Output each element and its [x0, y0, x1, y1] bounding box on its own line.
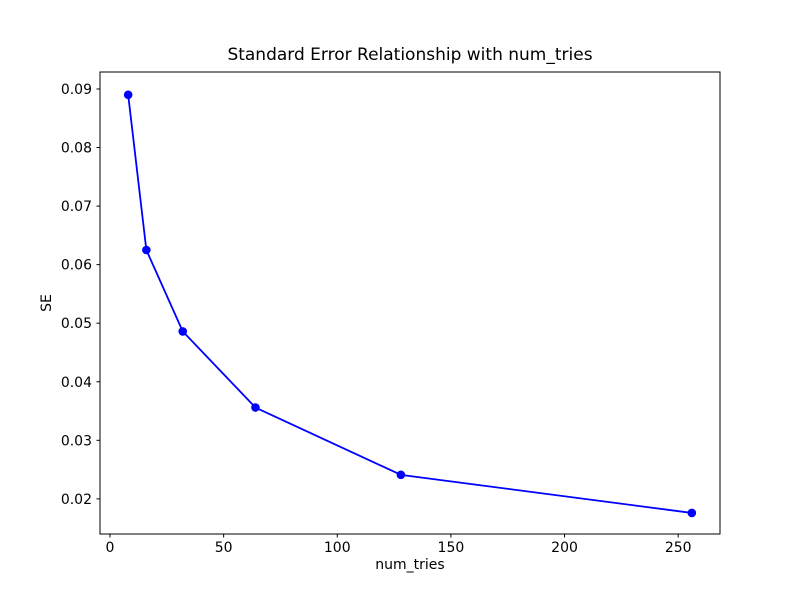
chart-title: Standard Error Relationship with num_tri… [227, 45, 593, 65]
data-point [687, 508, 697, 518]
y-tick-label: 0.08 [61, 141, 92, 157]
x-axis-label: num_tries [375, 557, 445, 573]
x-tick-label: 0 [106, 540, 115, 556]
plot-border [99, 71, 721, 535]
y-tick-label: 0.06 [61, 258, 92, 274]
y-tick-label: 0.03 [61, 433, 92, 449]
x-tick-label: 50 [215, 540, 233, 556]
data-point [123, 90, 133, 100]
x-tick-label: 200 [551, 540, 578, 556]
x-tick-label: 250 [665, 540, 692, 556]
y-tick-label: 0.02 [61, 492, 92, 508]
se-line [127, 93, 693, 514]
x-tick-label: 100 [324, 540, 351, 556]
y-tick-label: 0.07 [61, 199, 92, 215]
data-point [396, 470, 406, 480]
x-tick-label: 150 [438, 540, 465, 556]
data-point [251, 403, 260, 412]
data-point [178, 327, 188, 336]
data-point [142, 245, 151, 255]
y-axis-label: SE [39, 294, 55, 312]
y-tick-label: 0.04 [61, 375, 92, 391]
y-tick-label: 0.09 [61, 82, 92, 98]
y-tick-label: 0.05 [61, 316, 92, 332]
